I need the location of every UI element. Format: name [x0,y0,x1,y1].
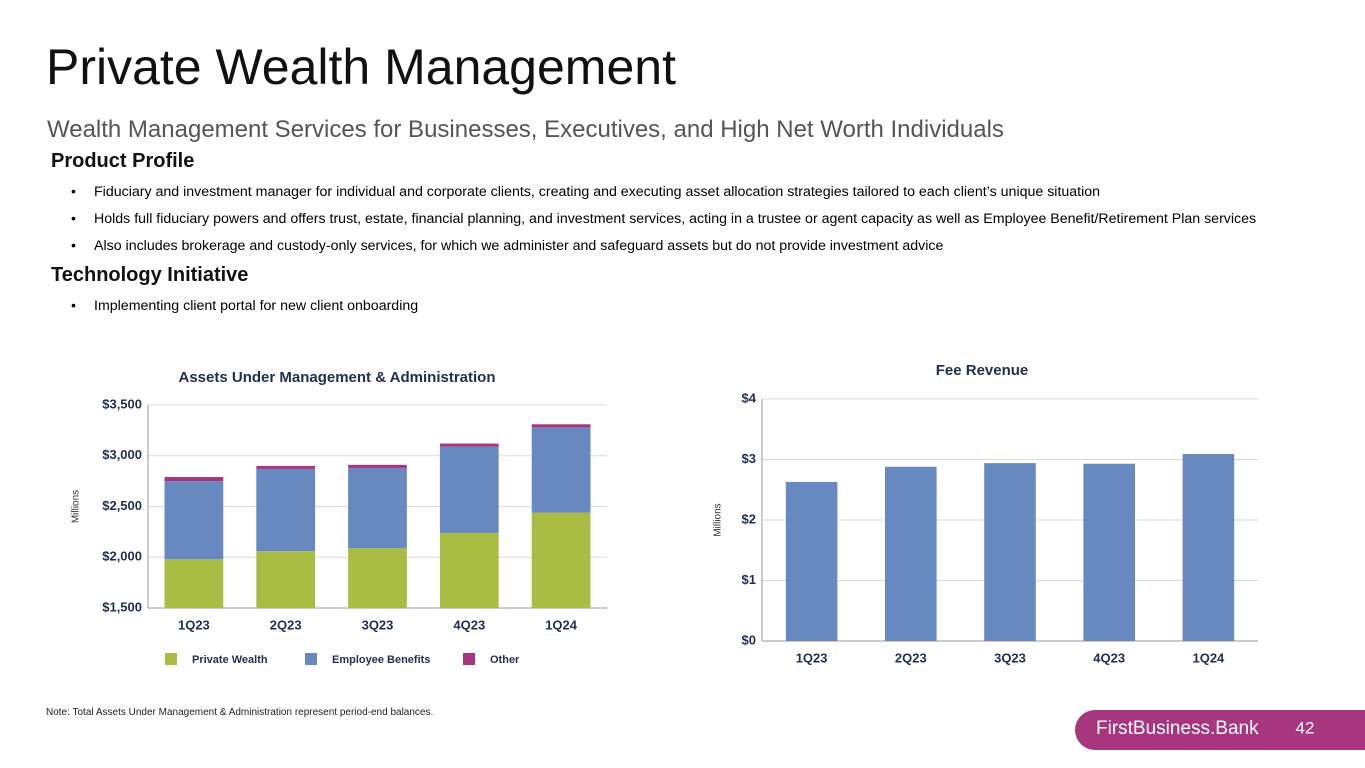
bullet-list: Fiduciary and investment manager for ind… [47,183,1334,256]
bullet: Fiduciary and investment manager for ind… [47,183,1334,202]
bar [785,481,838,641]
bar [984,463,1036,641]
y-axis-label: Millions [713,503,724,536]
footer-pill [1075,710,1365,750]
x-tick-label: 3Q23 [362,617,394,632]
bar-segment [164,477,224,482]
bar-segment [256,468,316,552]
bar-segment [164,481,224,560]
legend-swatch [305,653,317,665]
legend-label: Employee Benefits [332,654,430,666]
bar-segment [531,424,591,428]
note: Note: Total Assets Under Management & Ad… [46,707,434,718]
footer-brand: FirstBusiness.Bank [1096,718,1259,739]
x-tick-label: 1Q23 [178,617,210,632]
section-heading: Technology Initiative [51,264,249,286]
slide-subtitle: Wealth Management Services for Businesse… [47,116,1004,143]
x-tick-label: 1Q24 [1192,650,1225,665]
y-tick-label: $2,000 [102,549,142,564]
bar-segment [348,548,407,608]
y-tick-label: $1,500 [102,599,142,614]
y-tick-label: $2 [742,511,756,526]
legend-label: Private Wealth [192,654,268,666]
bar-segment [439,446,499,533]
legend-label: Other [490,654,520,666]
bar-segment [531,512,591,608]
bar-segment [256,551,316,608]
y-axis-label: Millions [71,490,82,523]
legend-swatch [165,653,177,665]
x-tick-label: 1Q23 [796,650,828,665]
bar-segment [531,427,591,513]
bar-segment [348,464,407,468]
bar-segment [439,443,499,447]
bar [885,466,937,641]
x-tick-label: 2Q23 [895,650,927,665]
bullet-list: Implementing client portal for new clien… [47,297,1334,316]
bar-segment [164,559,224,608]
y-tick-label: $4 [742,390,757,405]
bar [1182,454,1235,641]
legend-swatch [463,653,475,665]
slide-title: Private Wealth Management [46,39,676,95]
x-tick-label: 3Q23 [994,650,1026,665]
bar-segment [348,467,407,549]
bullet: Also includes brokerage and custody-only… [47,237,1334,256]
section-heading: Product Profile [51,150,195,172]
y-tick-label: $3 [742,451,756,466]
x-tick-label: 4Q23 [453,617,485,632]
y-tick-label: $3,500 [102,396,142,411]
y-tick-label: $2,500 [102,498,142,513]
bar [1083,463,1135,641]
bar-segment [256,465,316,469]
x-tick-label: 1Q24 [545,617,578,632]
x-tick-label: 4Q23 [1093,650,1125,665]
page-number: 42 [1296,718,1315,737]
bar-segment [439,532,499,608]
y-tick-label: $3,000 [102,447,142,462]
chart-title: Fee Revenue [936,362,1029,379]
y-tick-label: $1 [742,572,756,587]
bullet: Holds full fiduciary powers and offers t… [47,210,1334,229]
sections: Product Profile Fiduciary and investment … [47,150,1334,324]
x-tick-label: 2Q23 [270,617,302,632]
y-tick-label: $0 [742,632,756,647]
chart-title: Assets Under Management & Administration [179,369,496,386]
bullet: Implementing client portal for new clien… [47,297,1334,316]
